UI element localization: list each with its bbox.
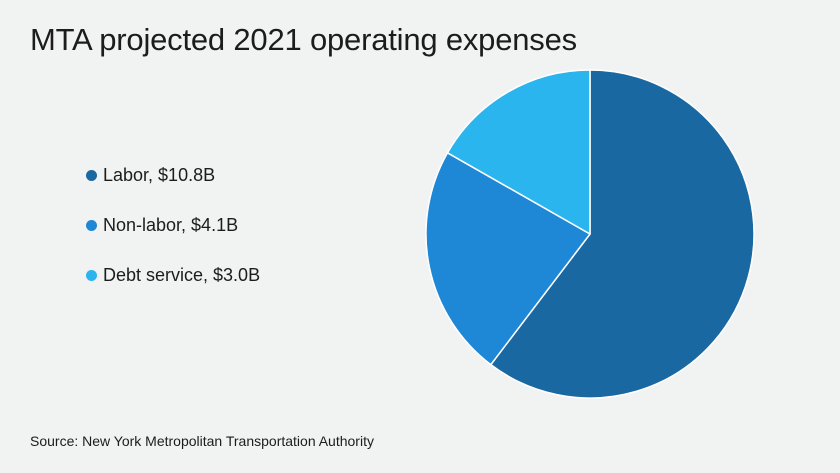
legend-item-debt-service: Debt service, $3.0B [86,263,260,287]
legend-item-labor: Labor, $10.8B [86,163,260,187]
legend-item-non-labor: Non-labor, $4.1B [86,213,260,237]
legend-label: Labor, $10.8B [103,164,216,185]
pie-chart [425,69,755,399]
pie-slice-non-labor [425,152,591,366]
source-note: Source: New York Metropolitan Transporta… [30,433,374,449]
pie-slice-labor [490,69,755,399]
legend-label: Non-labor, $4.1B [103,214,239,235]
legend-swatch [86,169,97,181]
chart-title: MTA projected 2021 operating expenses [30,22,577,57]
legend-swatch [86,269,97,281]
pie-slice-debt-service [446,69,591,235]
legend-label: Debt service, $3.0B [103,264,261,285]
legend-swatch [86,219,97,231]
legend: Labor, $10.8B Non-labor, $4.1B Debt servic… [86,163,260,313]
